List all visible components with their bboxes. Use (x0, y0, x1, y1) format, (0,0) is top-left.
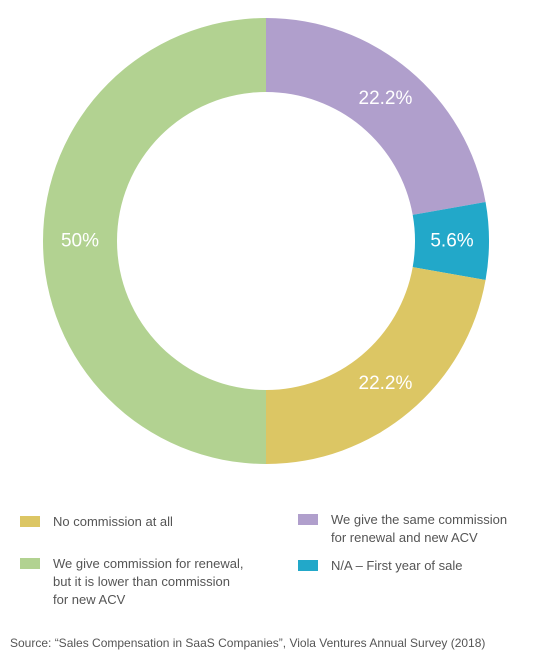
legend-swatch (298, 514, 318, 525)
legend-item-same-commission: We give the same commission for renewal … (298, 511, 507, 547)
slice-value-label: 22.2% (359, 373, 413, 394)
legend-swatch (298, 560, 318, 571)
donut-slice (266, 18, 486, 215)
legend-label: N/A – First year of sale (331, 558, 463, 573)
donut-slice (266, 267, 486, 465)
donut-slice (43, 18, 266, 464)
legend-swatch (20, 516, 40, 527)
slice-value-label: 50% (61, 231, 99, 252)
legend-item-lower-commission: We give commission for renewal, but it i… (20, 555, 244, 609)
legend-label: No commission at all (53, 514, 173, 529)
donut-chart: 22.2% 5.6% 22.2% 50% (43, 18, 490, 465)
slice-value-label: 5.6% (430, 231, 473, 252)
legend-item-na: N/A – First year of sale (298, 557, 463, 575)
legend-item-no-commission: No commission at all (20, 513, 173, 531)
legend-label: We give commission for renewal, but it i… (53, 556, 244, 607)
donut-slice (412, 201, 490, 281)
legend-swatch (20, 558, 40, 569)
legend-label: We give the same commission for renewal … (331, 512, 508, 545)
source-note: Source: “Sales Compensation in SaaS Comp… (10, 636, 486, 650)
slice-value-label: 22.2% (359, 88, 413, 109)
